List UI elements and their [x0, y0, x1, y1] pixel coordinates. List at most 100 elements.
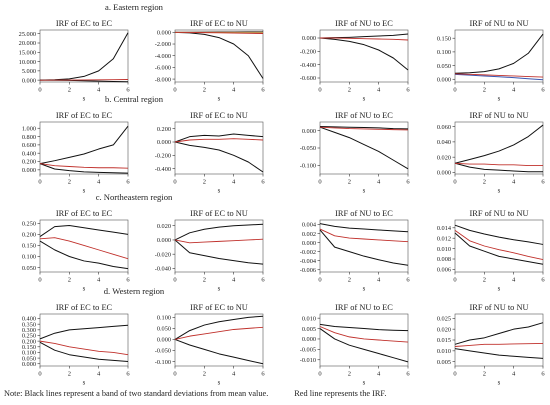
x-axis-label: s: [498, 286, 501, 293]
y-tick-label: -8.000: [155, 76, 171, 83]
y-tick-label: 0.000: [157, 237, 171, 244]
panel-title: IRF of NU to EC: [335, 209, 393, 218]
y-tick-label: 0.010: [437, 246, 451, 253]
panel-title: IRF of EC to NU: [190, 209, 248, 218]
x-tick-label: 0: [318, 371, 321, 378]
y-tick-label: -0.020: [155, 251, 171, 258]
y-tick-label: -0.050: [155, 348, 171, 355]
y-tick-label: 0.000: [22, 361, 36, 368]
y-tick-label: 1.000: [22, 125, 36, 132]
panel-title: IRF of EC to EC: [56, 303, 113, 312]
y-tick-label: 0.000: [437, 76, 451, 83]
y-tick-label: 0.000: [157, 337, 171, 344]
x-axis-label: s: [498, 380, 501, 387]
series-line-upper: [454, 124, 544, 164]
y-tick-label: 0.800: [22, 134, 36, 141]
series-line-irf: [319, 126, 409, 131]
series-line-upper: [454, 224, 544, 245]
panel-title: IRF of NU to NU: [469, 111, 528, 120]
y-tick-label: 0.250: [22, 221, 36, 228]
y-tick-label: -0.010: [300, 357, 316, 364]
series-line-lower: [319, 126, 409, 170]
series-line-lower: [174, 338, 264, 365]
region-title: a. Eastern region: [105, 2, 164, 12]
panel-title: IRF of NU to NU: [469, 19, 528, 28]
note-red-line: Red line represents the IRF.: [294, 389, 387, 398]
y-tick-label: 0.100: [157, 315, 171, 322]
y-tick-label: 0.150: [22, 344, 36, 351]
panel-title: IRF of EC to EC: [56, 111, 113, 120]
series-line-upper: [319, 323, 409, 332]
y-tick-label: 0.600: [22, 142, 36, 149]
x-tick-label: 2: [483, 371, 486, 378]
x-tick-label: 2: [483, 179, 486, 186]
y-tick-label: 0.400: [22, 316, 36, 323]
series-line-upper: [454, 322, 544, 345]
x-tick-label: 4: [377, 371, 381, 378]
series-line-lower: [39, 341, 129, 362]
series-line-lower: [454, 348, 544, 359]
x-tick-label: 6: [126, 179, 130, 186]
y-tick-label: 0.200: [22, 232, 36, 239]
x-tick-label: 6: [126, 277, 130, 284]
irf-panel: IRF of NU to EC 0.004 0.002 0.000 -0.002 -0.0…: [300, 209, 411, 293]
y-tick-label: 0.150: [22, 243, 36, 250]
x-tick-label: 0: [38, 277, 41, 284]
y-tick-label: 0.100: [437, 49, 451, 56]
irf-panel: IRF of EC to NU 0.100 0.050 0.000 -0.050 -0.1…: [155, 303, 266, 387]
x-axis-label: s: [218, 188, 221, 195]
y-tick-label: -0.100: [155, 359, 171, 366]
x-tick-label: 4: [97, 87, 101, 94]
series-line-lower: [39, 240, 129, 270]
x-tick-label: 6: [406, 277, 410, 284]
series-line-alt: [454, 73, 544, 81]
x-tick-label: 6: [261, 277, 265, 284]
x-tick-label: 6: [126, 371, 130, 378]
plot-frame: [454, 219, 544, 273]
irf-panel: IRF of EC to NU 0.000 -2.000 -4.000 -6.000 -8…: [155, 19, 266, 103]
series-line-irf: [174, 138, 264, 143]
y-tick-label: 0.100: [22, 254, 36, 261]
y-tick-label: -0.400: [155, 166, 171, 173]
region-title: b. Central region: [105, 94, 164, 104]
x-axis-label: s: [363, 380, 366, 387]
series-line-irf: [454, 230, 544, 260]
panel-title: IRF of NU to EC: [335, 19, 393, 28]
y-tick-label: 0.250: [22, 333, 36, 340]
x-tick-label: 2: [203, 87, 206, 94]
y-tick-label: 0.050: [22, 355, 36, 362]
y-tick-label: -6.000: [155, 65, 171, 72]
series-line-lower: [174, 31, 264, 79]
x-axis-label: s: [83, 188, 86, 195]
y-tick-label: 0.060: [437, 124, 451, 131]
x-axis-label: s: [218, 286, 221, 293]
x-tick-label: 2: [68, 87, 71, 94]
series-line-upper: [319, 223, 409, 233]
x-tick-label: 6: [406, 371, 410, 378]
y-tick-label: 0.000: [22, 77, 36, 84]
y-tick-label: -0.200: [155, 153, 171, 160]
irf-panel: IRF of NU to NU 0.014 0.012 0.010 0.008 0.006…: [437, 209, 546, 293]
x-tick-label: 6: [406, 87, 410, 94]
plot-frame: [39, 121, 129, 175]
y-tick-label: 0.050: [437, 63, 451, 70]
x-tick-label: 4: [97, 179, 101, 186]
panel-title: IRF of EC to NU: [190, 303, 248, 312]
y-tick-label: 20.000: [19, 40, 36, 47]
irf-panel: IRF of NU to EC 0.000 -0.050 -0.100 0 2 4 6 s: [300, 111, 411, 195]
y-tick-label: 0.100: [22, 350, 36, 357]
y-tick-label: 0.300: [22, 327, 36, 334]
x-axis-label: s: [218, 96, 221, 103]
y-tick-label: -0.004: [300, 258, 317, 265]
irf-panel: d. Western region IRF of EC to EC 0.0000.0…: [22, 286, 165, 387]
x-tick-label: 0: [173, 277, 176, 284]
x-axis-label: s: [83, 380, 86, 387]
series-line-lower: [174, 239, 264, 265]
x-tick-label: 0: [38, 371, 41, 378]
x-tick-label: 6: [261, 179, 265, 186]
plot-frame: [39, 219, 129, 273]
irf-panel: IRF of NU to NU 0.025 0.020 0.015 0.010 0.005…: [437, 303, 546, 387]
plot-frame: [39, 29, 129, 83]
x-tick-label: 0: [38, 179, 41, 186]
